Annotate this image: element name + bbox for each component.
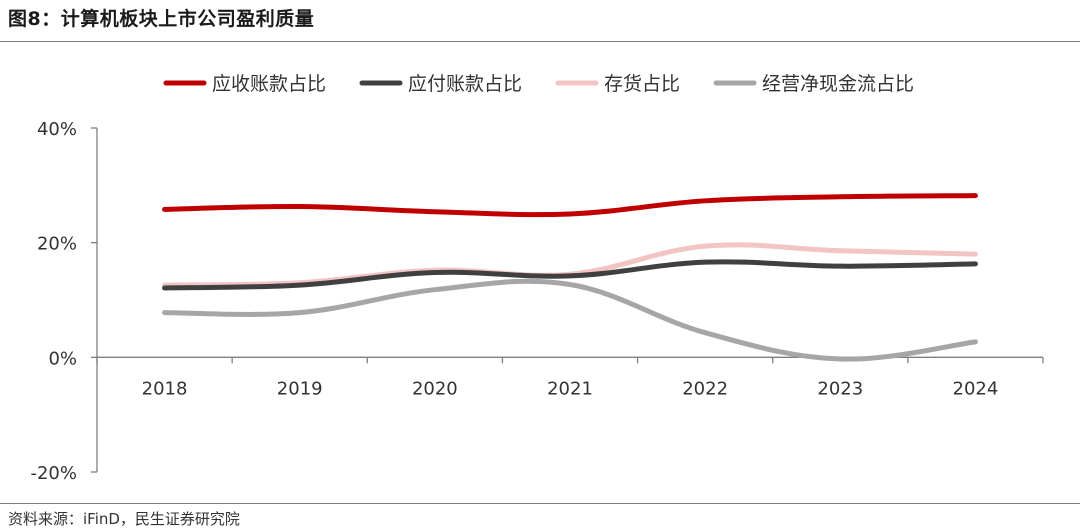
figure-title: 图8：计算机板块上市公司盈利质量 [8, 8, 315, 30]
x-tick-label: 2018 [142, 378, 188, 399]
source-note: 资料来源：iFinD，民生证券研究院 [8, 510, 240, 528]
y-tick-label: -20% [30, 463, 77, 484]
series-line-1 [162, 193, 978, 218]
series-line-4 [162, 278, 978, 362]
x-tick-label: 2021 [547, 378, 593, 399]
top-divider [0, 41, 1080, 42]
y-tick-label: 20% [37, 234, 77, 255]
legend-label-2: 应付账款占比 [408, 73, 522, 95]
x-tick-label: 2024 [953, 378, 999, 399]
legend-label-3: 存货占比 [604, 73, 680, 95]
legend-label-4: 经营净现金流占比 [762, 73, 914, 95]
x-tick-label: 2022 [682, 378, 728, 399]
x-tick-label: 2023 [817, 378, 863, 399]
y-tick-label: 0% [48, 348, 77, 369]
legend-label-1: 应收账款占比 [212, 73, 326, 95]
x-tick-label: 2019 [277, 378, 323, 399]
bottom-divider [0, 503, 1080, 504]
y-tick-label: 40% [37, 119, 77, 140]
x-tick-label: 2020 [412, 378, 458, 399]
